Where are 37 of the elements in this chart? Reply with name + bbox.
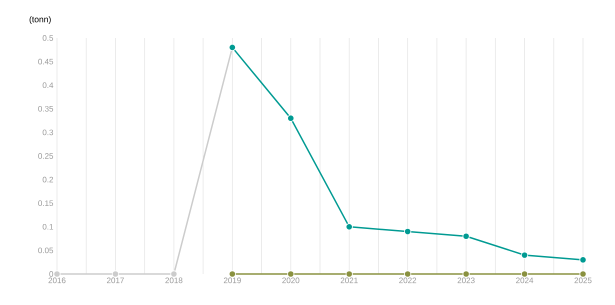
- y-tick-label: 0.15: [38, 200, 54, 206]
- point: [462, 270, 470, 278]
- point: [404, 270, 412, 278]
- point: [346, 270, 353, 278]
- y-tick-label: 0.4: [42, 82, 54, 88]
- x-tick-label: 2018: [165, 278, 182, 284]
- y-tick-label: 0: [49, 271, 54, 277]
- y-tick-label: 0.45: [38, 58, 54, 64]
- y-tick-label: 0.35: [38, 106, 54, 112]
- point: [287, 270, 294, 278]
- y-tick-label: 0.25: [38, 153, 54, 159]
- y-tick-label: 0.3: [42, 130, 54, 136]
- y-tick-label: 0.2: [42, 176, 54, 182]
- point: [579, 256, 587, 264]
- point: [462, 232, 470, 240]
- x-tick-label: 2023: [458, 278, 475, 284]
- point: [404, 228, 412, 236]
- x-tick-label: 2024: [516, 278, 534, 284]
- x-tick-label: 2020: [282, 278, 300, 284]
- point: [228, 270, 236, 278]
- point: [287, 114, 294, 122]
- point: [520, 270, 528, 278]
- x-tick-label: 2022: [399, 278, 416, 284]
- point: [520, 252, 528, 259]
- x-tick-label: 2021: [340, 278, 358, 284]
- point: [170, 270, 178, 278]
- x-tick-label: 2016: [48, 278, 66, 284]
- point: [346, 223, 353, 230]
- point: [112, 270, 120, 278]
- point: [579, 270, 587, 278]
- x-tick-label: 2025: [574, 278, 592, 284]
- y-tick-label: 0.05: [38, 248, 54, 254]
- y-tick-label: 0.1: [42, 224, 54, 230]
- x-tick-label: 2017: [106, 278, 124, 284]
- y-tick-label: 0.5: [42, 35, 54, 41]
- x-tick-label: 2019: [224, 278, 241, 284]
- y-axis-title: (tonn): [30, 16, 51, 24]
